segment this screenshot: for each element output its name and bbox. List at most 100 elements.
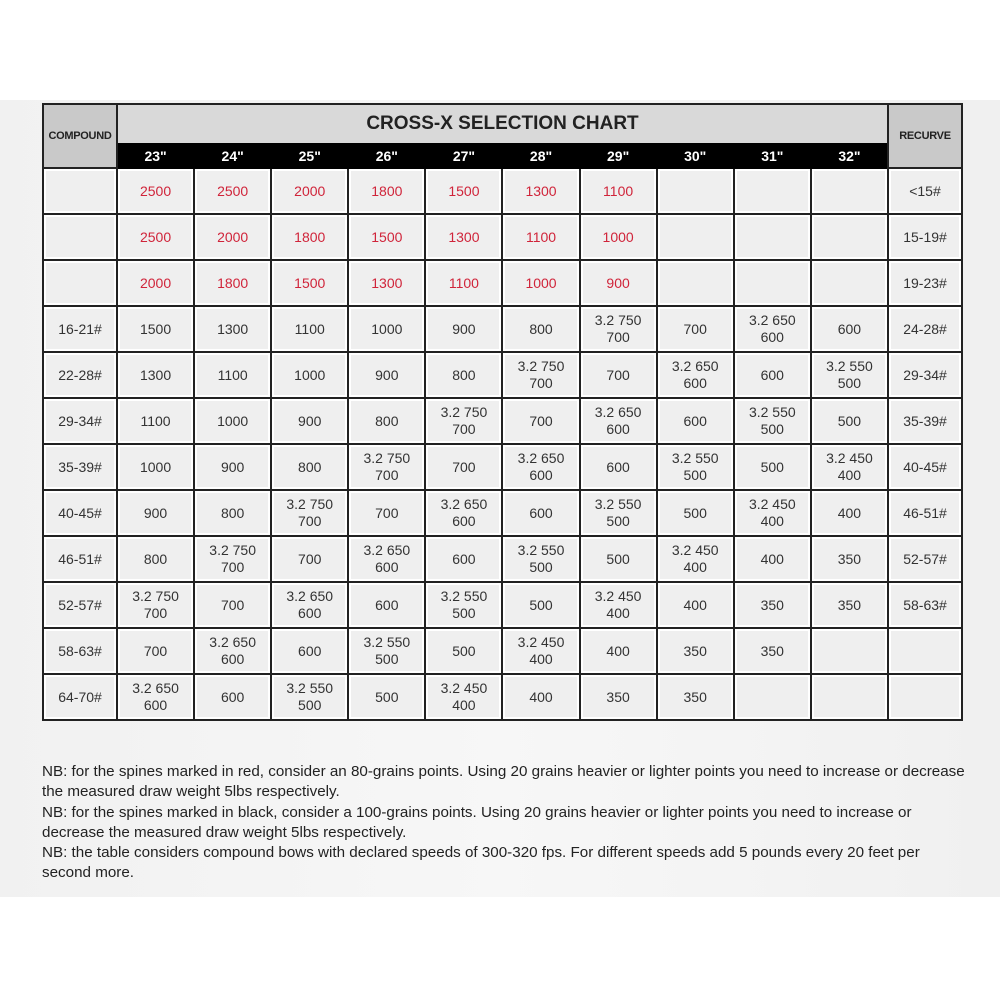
spine-cell: 3.2 550 500 — [270, 673, 350, 721]
arrow-length-header: 30" — [655, 143, 735, 169]
spine-value: 1100 — [603, 182, 634, 199]
spine-cell: 1300 — [424, 213, 504, 261]
spine-value: 600 — [683, 412, 707, 429]
compound-weight-cell — [42, 259, 118, 307]
spine-cell: 3.2 750 700 — [424, 397, 504, 445]
spine-value: 3.2 650 — [671, 358, 719, 374]
compound-weight-cell: 58-63# — [42, 627, 118, 675]
spine-value: 600 — [452, 513, 476, 529]
spine-cell: 600 — [270, 627, 350, 675]
spine-value: 800 — [143, 550, 168, 567]
recurve-weight-cell — [887, 673, 963, 721]
spine-value: 3.2 550 — [517, 542, 565, 558]
spine-value: 600 — [298, 605, 322, 621]
spine-cell: 400 — [732, 535, 812, 583]
compound-weight-cell: 29-34# — [42, 397, 118, 445]
spine-value: 3.2 650 — [748, 312, 796, 328]
spine-value: 400 — [606, 605, 630, 621]
spine-value: 2500 — [217, 182, 249, 199]
spine-value: 350 — [683, 688, 707, 705]
spine-value: 900 — [298, 412, 322, 429]
spine-cell — [809, 627, 890, 675]
spine-value: 800 — [298, 458, 322, 475]
spine-value: 1100 — [294, 320, 325, 337]
spine-value: 400 — [837, 467, 862, 483]
spine-cell — [809, 167, 890, 215]
spine-value: 800 — [220, 504, 245, 521]
spine-cell: 3.2 750 700 — [193, 535, 273, 583]
spine-value: 500 — [298, 697, 322, 713]
spine-value: 900 — [143, 504, 168, 521]
spine-cell: 700 — [270, 535, 350, 583]
spine-value: 1500 — [139, 320, 172, 337]
spine-cell: 2500 — [115, 167, 196, 215]
spine-value: 350 — [837, 550, 862, 567]
spine-cell: 1500 — [424, 167, 504, 215]
table-row: 58-63# 700 3.2 650 600 600 3.2 550 500 500 3.2 4… — [42, 627, 963, 675]
spine-value: 1000 — [371, 320, 403, 337]
spine-cell: 700 — [193, 581, 273, 629]
spine-value: 500 — [837, 412, 862, 429]
table-row: 35-39# 1000 900 800 3.2 750 700 700 3.2 650 600 6… — [42, 443, 963, 491]
spine-cell: 700 — [655, 305, 735, 353]
spine-value: 3.2 450 — [517, 634, 565, 650]
spine-cell: 1100 — [115, 397, 196, 445]
spine-cell: 3.2 650 600 — [578, 397, 658, 445]
spine-value: 600 — [837, 320, 862, 337]
spine-value: 2000 — [139, 274, 172, 291]
spine-value: 800 — [529, 320, 553, 337]
note-compound-speeds: NB: the table considers compound bows wi… — [42, 844, 920, 882]
spine-value: 600 — [220, 651, 245, 667]
recurve-weight-cell: <15# — [887, 167, 963, 215]
spine-cell: 3.2 650 600 — [193, 627, 273, 675]
spine-cell: 900 — [424, 305, 504, 353]
spine-value: 3.2 650 — [209, 634, 256, 650]
spine-cell: 3.2 750 700 — [270, 489, 350, 537]
spine-value: 3.2 650 — [517, 450, 565, 466]
spine-value: 400 — [837, 504, 862, 521]
spine-cell — [809, 213, 890, 261]
spine-value: 700 — [529, 375, 553, 391]
spine-cell: 3.2 750 700 — [501, 351, 581, 399]
spine-value: 3.2 750 — [209, 542, 256, 558]
spine-cell: 2500 — [115, 213, 196, 261]
spine-value: 2500 — [139, 228, 172, 245]
spine-cell: 500 — [655, 489, 735, 537]
table-row: 40-45# 900 800 3.2 750 700 700 3.2 650 600 600 3.… — [42, 489, 963, 537]
spine-cell: 2000 — [270, 167, 350, 215]
spine-cell: 3.2 450 400 — [501, 627, 581, 675]
spine-value: 400 — [529, 688, 553, 705]
spine-value: 3.2 550 — [671, 450, 719, 466]
arrow-length-header: 31" — [732, 143, 812, 169]
spine-cell: 1500 — [270, 259, 350, 307]
spine-value: 350 — [837, 596, 862, 613]
spine-cell — [732, 213, 812, 261]
spine-value: 1300 — [371, 274, 403, 291]
spine-cell: 3.2 450 400 — [578, 581, 658, 629]
spine-value: 1000 — [294, 366, 326, 383]
spine-value: 3.2 650 — [594, 404, 642, 420]
spine-value: 2000 — [217, 228, 249, 245]
arrow-length-header: 29" — [578, 143, 658, 169]
spine-cell: 3.2 550 500 — [424, 581, 504, 629]
spine-value: 600 — [375, 596, 399, 613]
spine-value: 500 — [529, 559, 553, 575]
arrow-length-header: 25" — [270, 143, 350, 169]
spine-value: 3.2 450 — [748, 496, 796, 512]
spine-cell: 1100 — [578, 167, 658, 215]
spine-value: 1500 — [294, 274, 326, 291]
compound-weight-cell — [42, 167, 118, 215]
spine-cell — [655, 213, 735, 261]
spine-cell: 3.2 650 600 — [347, 535, 427, 583]
spine-cell: 3.2 750 700 — [347, 443, 427, 491]
spine-cell: 350 — [732, 627, 812, 675]
spine-value: 1500 — [371, 228, 403, 245]
note-black-spines: NB: for the spines marked in black, cons… — [42, 803, 912, 841]
spine-value: 1800 — [294, 228, 326, 245]
spine-cell: 3.2 750 700 — [115, 581, 196, 629]
spine-value: 400 — [760, 550, 784, 567]
spine-value: 3.2 750 — [132, 588, 179, 604]
spine-value: 350 — [760, 596, 784, 613]
spine-cell: 1000 — [347, 305, 427, 353]
spine-cell: 3.2 450 400 — [424, 673, 504, 721]
